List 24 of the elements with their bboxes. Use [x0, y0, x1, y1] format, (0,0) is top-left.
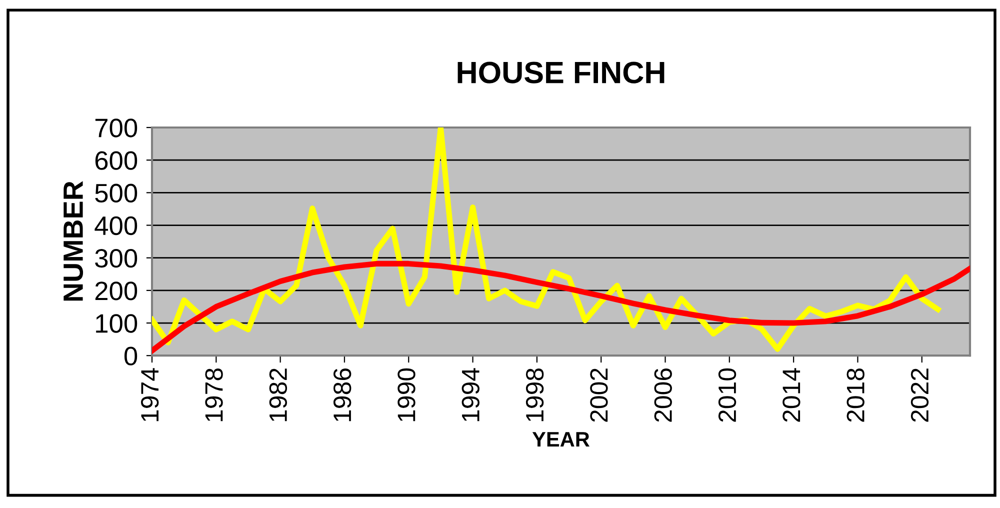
y-tick-label: 0: [124, 346, 138, 366]
y-tick-label: 500: [95, 184, 138, 202]
x-tick-label: 2022: [910, 368, 929, 422]
y-axis-title: NUMBER: [64, 181, 84, 301]
x-tick-label: 2006: [654, 368, 672, 422]
x-tick-label: 2002: [590, 368, 608, 422]
x-tick-label: 1994: [462, 368, 480, 422]
y-tick-label: 300: [95, 248, 138, 268]
x-tick-label: 2014: [782, 368, 800, 422]
x-tick-label: 2018: [846, 368, 864, 422]
y-tick-label: 700: [95, 118, 138, 138]
x-tick-label: 1978: [205, 368, 223, 422]
x-tick-label: 1974: [141, 368, 159, 422]
y-tick-label: 400: [94, 216, 138, 236]
chart-title: HOUSE FINCH: [458, 62, 664, 84]
x-tick-label: 2010: [718, 368, 736, 422]
x-tick-label: 1986: [333, 368, 352, 422]
y-tick-label: 100: [96, 314, 138, 333]
y-tick-label: 600: [95, 151, 138, 170]
x-tick-label: 1982: [269, 368, 288, 422]
x-tick-label: 1990: [398, 368, 416, 422]
x-axis-title: YEAR: [532, 432, 590, 446]
x-tick-label: 1998: [526, 368, 544, 422]
y-tick-label: 200: [95, 282, 138, 300]
